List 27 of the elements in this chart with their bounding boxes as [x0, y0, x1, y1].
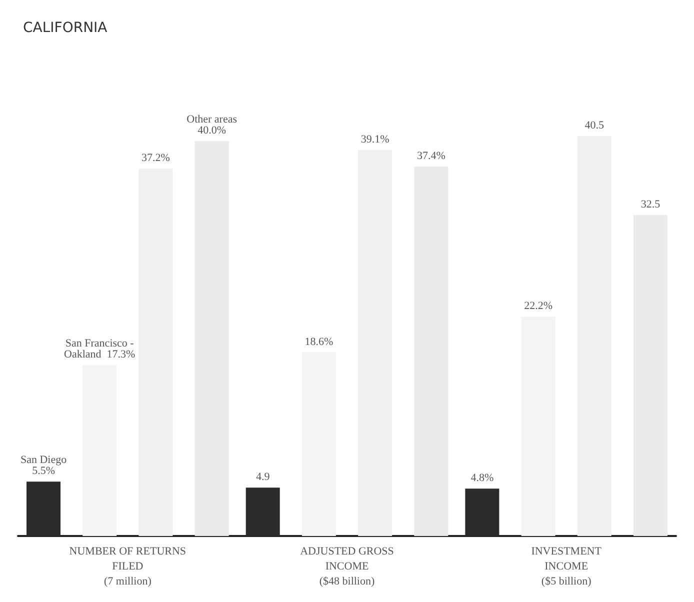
text: San Francisco - Oakland 17.3% [64, 338, 136, 361]
data-label: 18.6% [304, 336, 334, 348]
data-label: 39.1% [360, 133, 390, 146]
bar [414, 166, 448, 536]
bar [82, 365, 117, 536]
data-label: 40.0% [198, 124, 226, 136]
bar [358, 150, 392, 536]
data-label: 22.2% [524, 300, 552, 312]
data-label: 4.9 [256, 471, 270, 484]
bar [633, 215, 668, 536]
series-label: San Diego [20, 454, 68, 466]
data-label: 32.5 [640, 198, 661, 211]
x-tick-label: NUMBER OF RETURNS FILED (7 million) [69, 546, 186, 588]
bar [521, 316, 556, 536]
bar [577, 136, 612, 536]
x-tick-label: INVESTMENT INCOME ($5 billion) [531, 546, 602, 588]
bar [302, 352, 336, 536]
chart-title: CALIFORNIA [23, 20, 108, 36]
data-label: 37.2% [142, 152, 170, 164]
data-label: 40.5 [584, 120, 605, 132]
data-label: 4.8% [470, 472, 494, 484]
data-label: 37.4% [416, 150, 446, 162]
bar [194, 140, 229, 536]
x-tick-label: ADJUSTED GROSS INCOME ($48 billion) [300, 546, 394, 588]
series-label: Other areas [186, 113, 238, 126]
data-label: 5.5% [32, 465, 55, 478]
bar [138, 168, 173, 536]
